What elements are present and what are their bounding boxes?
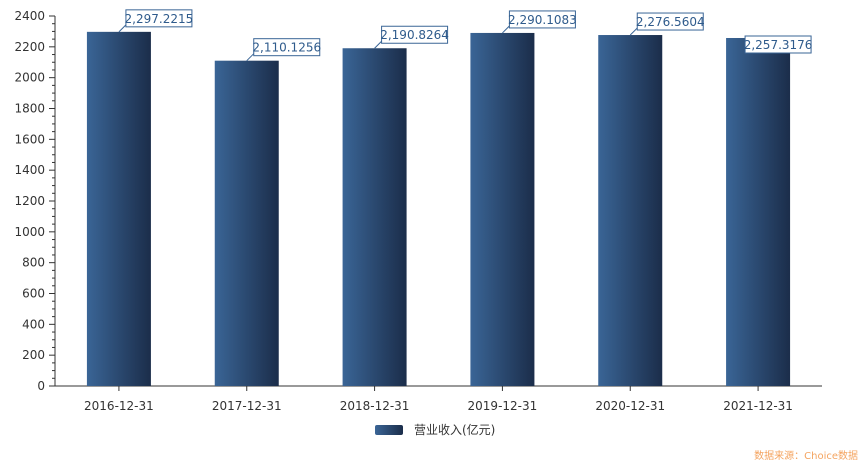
x-tick-label: 2019-12-31: [468, 399, 538, 413]
bar[interactable]: [86, 31, 151, 386]
y-tick-label: 0: [37, 379, 45, 393]
data-label-leader: [246, 53, 255, 62]
x-tick-label: 2018-12-31: [340, 399, 410, 413]
data-label-leader: [118, 24, 127, 33]
data-label: 2,190.8264: [380, 28, 449, 42]
y-tick-label: 1800: [14, 102, 45, 116]
y-tick-label: 1200: [14, 194, 45, 208]
data-label-box: [508, 10, 576, 29]
y-tick-label: 1400: [14, 163, 45, 177]
data-label: 2,276.5604: [636, 15, 705, 29]
y-tick-label: 400: [22, 317, 45, 331]
data-label-box: [381, 25, 449, 44]
y-tick-label: 800: [22, 256, 45, 270]
data-label-box: [253, 38, 321, 57]
data-label: 2,257.3176: [744, 38, 813, 52]
legend-label: 营业收入(亿元): [414, 422, 495, 437]
bar[interactable]: [726, 37, 791, 387]
y-axis: 0 200 400 600 800 1000 1200 1400 1600 1800 2000 220…: [14, 9, 56, 393]
x-tick-label: 2020-12-31: [595, 399, 665, 413]
bar[interactable]: [214, 60, 279, 387]
y-tick-label: 2200: [14, 40, 45, 54]
y-tick-label: 200: [22, 348, 45, 362]
x-tick-label: 2016-12-31: [84, 399, 154, 413]
legend[interactable]: 营业收入(亿元): [375, 422, 495, 437]
data-label-box: [744, 35, 812, 54]
source-note: 数据来源：Choice数据: [754, 449, 858, 462]
data-labels-group: 2,297.2215 2,110.1256 2,190.8264 2,290.1083…: [118, 9, 813, 62]
x-axis: 2016-12-31 2017-12-31 2018-12-31 2019-12-31…: [55, 385, 822, 413]
data-label: 2,297.2215: [125, 12, 194, 26]
legend-swatch: [375, 425, 403, 435]
y-tick-label: 2400: [14, 9, 45, 23]
y-tick-label: 1600: [14, 132, 45, 146]
bar[interactable]: [342, 48, 407, 387]
y-tick-label: 2000: [14, 71, 45, 85]
data-label: 2,110.1256: [252, 41, 321, 55]
bar[interactable]: [598, 35, 663, 386]
x-tick-label: 2021-12-31: [723, 399, 793, 413]
data-label: 2,290.1083: [508, 13, 577, 27]
bars-group: [86, 31, 791, 387]
y-tick-label: 600: [22, 287, 45, 301]
data-label-leader: [502, 25, 510, 34]
data-label-leader: [374, 40, 382, 49]
y-tick-label: 1000: [14, 225, 45, 239]
bar[interactable]: [470, 32, 535, 386]
data-label-leader: [629, 27, 638, 36]
data-label-box: [125, 9, 193, 28]
x-tick-label: 2017-12-31: [212, 399, 282, 413]
data-label-box: [636, 12, 704, 31]
